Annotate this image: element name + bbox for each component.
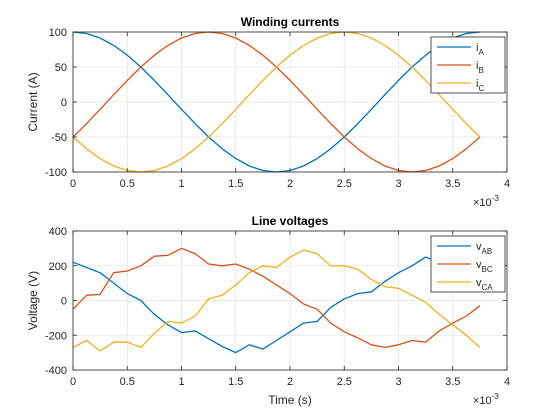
- series-lines: [72, 247, 481, 354]
- legend-entry-label: vCA: [476, 277, 493, 292]
- x-axis-exponent: ×10-3: [473, 194, 499, 209]
- x-tick-label: 2.5: [337, 376, 352, 388]
- y-tick-label: -50: [51, 132, 67, 144]
- subplot-winding-currents: 0 0.5 1 1.5 2 2.5 3 3.5 4 -100 -50 0 50 100 Winding c…: [26, 15, 510, 209]
- x-axis-exponent: ×10-3: [473, 392, 499, 407]
- x-tick-label: 3.5: [445, 376, 460, 388]
- legend-entry-label: iA: [476, 42, 484, 57]
- legend-entry-label: iC: [476, 78, 484, 93]
- y-tick-label: -200: [45, 330, 67, 342]
- y-axis-label: Voltage (V): [26, 271, 40, 330]
- legend-entry-label: iB: [476, 60, 484, 75]
- x-tick-label: 1.5: [228, 178, 243, 190]
- y-tick-label: 400: [49, 226, 67, 238]
- legend: iA iB iC: [430, 36, 506, 94]
- x-tick-label: 2: [287, 178, 293, 190]
- y-axis-label: Current (A): [26, 72, 40, 131]
- x-tick-label: 3: [395, 376, 401, 388]
- y-tick-label: 200: [49, 261, 67, 273]
- x-tick-label: 0: [70, 376, 76, 388]
- x-tick-label: 1: [178, 376, 184, 388]
- y-tick-label: 0: [61, 296, 67, 308]
- x-tick-label: 4: [504, 376, 510, 388]
- x-tick-label: 3.5: [445, 178, 460, 190]
- y-tick-label: -400: [45, 365, 67, 377]
- axis-ticks: 0 0.5 1 1.5 2 2.5 3 3.5 4 -100 -50 0 50 100: [45, 27, 510, 190]
- legend-entry-label: vBC: [476, 259, 493, 274]
- subplot-line-voltages: 0 0.5 1 1.5 2 2.5 3 3.5 4 -400 -200 0 200 400 Line vo…: [26, 214, 510, 407]
- x-tick-label: 4: [504, 178, 510, 190]
- legend: vAB vBC vCA: [430, 235, 506, 293]
- y-tick-label: 50: [55, 62, 67, 74]
- x-tick-label: 2: [287, 376, 293, 388]
- x-tick-label: 0.5: [120, 376, 135, 388]
- series-line-vAB: [72, 256, 481, 354]
- series-line-vCA: [72, 249, 481, 352]
- x-tick-label: 2.5: [337, 178, 352, 190]
- axis-ticks: 0 0.5 1 1.5 2 2.5 3 3.5 4 -400 -200 0 200 400: [45, 226, 510, 388]
- x-tick-label: 1.5: [228, 376, 243, 388]
- x-tick-label: 0: [70, 178, 76, 190]
- x-tick-label: 0.5: [120, 178, 135, 190]
- chart-title: Line voltages: [252, 214, 329, 228]
- legend-entry-label: vAB: [476, 241, 492, 256]
- chart-title: Winding currents: [241, 15, 340, 29]
- y-tick-label: 100: [49, 27, 67, 39]
- x-tick-label: 3: [395, 178, 401, 190]
- y-tick-label: 0: [61, 97, 67, 109]
- y-tick-label: -100: [45, 167, 67, 179]
- x-tick-label: 1: [178, 178, 184, 190]
- series-line-vBC: [72, 247, 481, 349]
- x-axis-label: Time (s): [268, 393, 312, 407]
